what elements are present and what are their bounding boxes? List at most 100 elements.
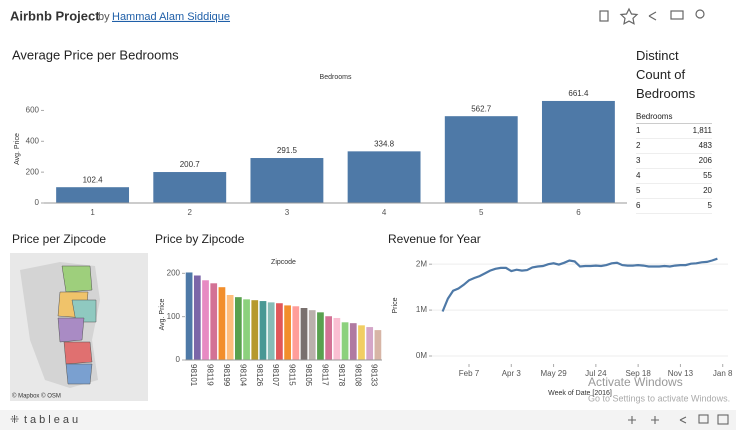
y-tick-label: 400 (26, 136, 40, 145)
x-tick-label: May 29 (540, 369, 567, 378)
x-tick-label: 98104 (238, 364, 247, 387)
x-tick-label: 98178 (337, 364, 346, 387)
footer-bar (0, 410, 736, 430)
bar (325, 316, 333, 360)
bedroom-cell: 5 (636, 186, 641, 195)
y-tick-label: 600 (26, 106, 40, 115)
bedroom-cell: 2 (636, 141, 641, 150)
y-axis-label: Avg. Price (14, 133, 21, 165)
table-row: 2 483 (636, 139, 712, 154)
x-tick-label: 5 (479, 208, 484, 217)
x-tick-label: 98101 (189, 364, 198, 387)
x-tick-label: 98199 (222, 364, 231, 387)
x-tick-label: Apr 3 (502, 369, 522, 378)
data-label: 334.8 (374, 139, 395, 148)
header-bar (0, 0, 736, 32)
count-cell: 55 (703, 171, 712, 180)
x-tick-label: Sep 18 (625, 369, 651, 378)
y-axis-label: Price (392, 297, 399, 313)
bar (358, 325, 365, 360)
x-tick-label: 98108 (353, 364, 362, 387)
download-icon[interactable] (670, 10, 684, 20)
x-tick-label: 4 (382, 208, 387, 217)
x-tick-label: 98119 (206, 364, 215, 386)
table-row: 5 20 (636, 184, 712, 199)
toolbar-icons (599, 7, 705, 25)
data-label: 661.4 (568, 89, 589, 98)
x-axis-label: Bedrooms (320, 74, 352, 81)
bedroom-cell: 3 (636, 156, 641, 165)
bar (276, 303, 283, 360)
table-row: 3 206 (636, 154, 712, 169)
x-tick-label: Feb 7 (459, 369, 480, 378)
download-footer-icon[interactable] (698, 414, 709, 424)
count-cell: 20 (703, 186, 712, 195)
watermark-text: Go to Settings to activate Windows. (588, 393, 730, 403)
author-link[interactable]: Hammad Alam Siddique (112, 11, 230, 23)
chart-title: Revenue for Year (388, 232, 481, 246)
bedroom-cell: 6 (636, 201, 641, 210)
bar (56, 187, 130, 203)
bar (234, 297, 242, 360)
y-tick-label: 0M (416, 351, 427, 360)
chart-title: Price by Zipcode (155, 232, 245, 246)
profile-icon[interactable] (695, 9, 705, 19)
x-tick-label: 6 (576, 208, 581, 217)
copy-icon[interactable] (599, 10, 609, 22)
data-label: 102.4 (83, 175, 104, 184)
map-credit: © Mapbox © OSM (12, 393, 61, 400)
by: by (98, 11, 110, 23)
count-cell: 1,811 (692, 126, 712, 135)
bedroom-cell: 4 (636, 171, 641, 180)
x-tick-label: 3 (285, 208, 290, 217)
bar (347, 151, 421, 203)
footer-brand: tableau (24, 414, 81, 426)
share-footer-icon[interactable] (679, 416, 687, 424)
x-axis-label: Week of Date [2016] (548, 390, 612, 397)
bar (366, 327, 374, 360)
bar (300, 308, 308, 360)
bar (284, 305, 291, 360)
footer-icons (628, 414, 729, 425)
y-tick-label: 0 (176, 355, 181, 364)
redo-icon[interactable] (651, 416, 659, 424)
x-tick-label: 2 (188, 208, 193, 217)
bar (267, 302, 275, 360)
fullscreen-icon[interactable] (717, 414, 729, 425)
share-icon[interactable] (648, 11, 657, 21)
bar (292, 306, 300, 360)
x-tick-label: Nov 13 (668, 369, 694, 378)
x-tick-label: Jul 24 (585, 369, 607, 378)
bar (250, 158, 324, 203)
table-row: 4 55 (636, 169, 712, 184)
bar (444, 116, 518, 203)
project-title: Airbnb Project (10, 8, 100, 23)
bar (308, 310, 316, 360)
bar (333, 317, 341, 360)
y-tick-label: 1M (416, 305, 427, 314)
bedroom-cell: 1 (636, 126, 641, 135)
map-zip-regions (57, 265, 97, 385)
bar (193, 275, 201, 360)
y-axis-label: Avg. Price (159, 299, 166, 331)
table-column-header: Bedrooms (636, 112, 712, 124)
x-tick-label: Jan 8 (713, 369, 733, 378)
bar (226, 295, 234, 360)
bar (210, 283, 218, 360)
data-label: 562.7 (471, 104, 492, 113)
count-cell: 483 (698, 141, 712, 150)
x-tick-label: 1 (90, 208, 95, 217)
tableau-mark: ⁜ (10, 414, 19, 426)
y-tick-label: 0 (35, 198, 40, 207)
bar (185, 272, 193, 360)
data-label: 200.7 (180, 160, 201, 169)
count-cell: 5 (707, 201, 712, 210)
favorite-icon[interactable] (619, 7, 639, 25)
x-tick-label: 98133 (370, 364, 379, 387)
bar (341, 322, 349, 360)
bar (153, 172, 227, 203)
undo-icon[interactable] (628, 416, 636, 424)
